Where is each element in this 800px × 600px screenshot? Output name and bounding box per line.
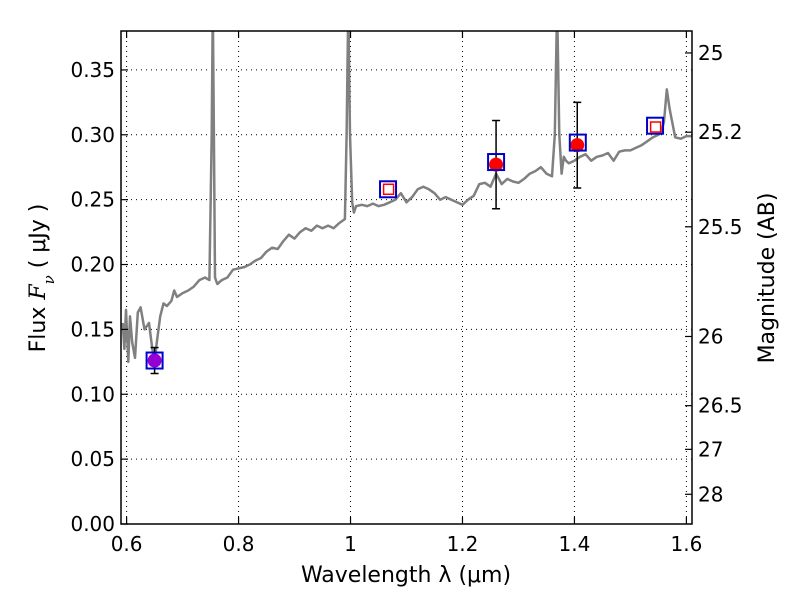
x-axis-title: Wavelength λ (μm) <box>301 563 511 588</box>
model-flux-square <box>145 351 164 370</box>
photometry-point <box>570 138 585 153</box>
y2-tick-label: 27 <box>698 437 723 461</box>
x-tick-label: 1 <box>344 532 357 556</box>
y-axis-title-symbol: F <box>26 284 51 301</box>
tick-layer: 0.6 0.8 1 1.2 1.4 1.6 0.00 0.05 0.10 0.15 0.20 0.25… <box>70 31 743 556</box>
y-tick-label: 0.25 <box>70 188 115 212</box>
y2-tick-label: 26.5 <box>698 394 743 418</box>
model-flux-square <box>379 180 398 199</box>
x-tick-label: 1.2 <box>447 532 479 556</box>
x-tick-label: 0.6 <box>111 532 143 556</box>
model-flux-square <box>646 116 665 135</box>
y-tick-label: 0.10 <box>70 382 115 406</box>
y2-tick-label: 28 <box>698 482 723 506</box>
model-flux-square <box>568 133 587 152</box>
grid <box>121 31 692 524</box>
y-tick-label: 0.20 <box>70 253 115 277</box>
y-axis-title: Flux Fν ( μJy ) <box>26 204 58 353</box>
spectrum-line <box>121 31 692 364</box>
marker-layer <box>145 101 665 375</box>
photometry-point <box>147 353 162 368</box>
y-tick-label: 0.05 <box>70 447 115 471</box>
y-tick-label: 0.35 <box>70 58 115 82</box>
x-tick-label: 1.6 <box>670 532 702 556</box>
y2-axis-title: Magnitude (AB) <box>755 193 780 364</box>
upper-limit-square <box>382 183 395 196</box>
x-tick-label: 1.4 <box>559 532 591 556</box>
y2-tick-label: 25 <box>698 41 723 65</box>
y-tick-label: 0.15 <box>70 317 115 341</box>
y-tick-label: 0.00 <box>70 512 115 536</box>
plot-frame <box>120 30 693 525</box>
spectrum-layer <box>121 31 692 364</box>
y2-tick-label: 25.5 <box>698 215 743 239</box>
y-axis-title-prefix: Flux <box>26 300 51 353</box>
y2-tick-label: 25.2 <box>698 120 743 144</box>
upper-limit-square <box>649 121 662 133</box>
y-axis-title-subscript: ν <box>40 275 58 284</box>
y-axis-title-suffix: ( μJy ) <box>26 204 51 276</box>
x-tick-label: 0.8 <box>223 532 255 556</box>
y-tick-label: 0.30 <box>70 123 115 147</box>
model-flux-square <box>487 153 506 172</box>
photometry-point <box>489 157 504 172</box>
y2-tick-label: 26 <box>698 324 723 348</box>
